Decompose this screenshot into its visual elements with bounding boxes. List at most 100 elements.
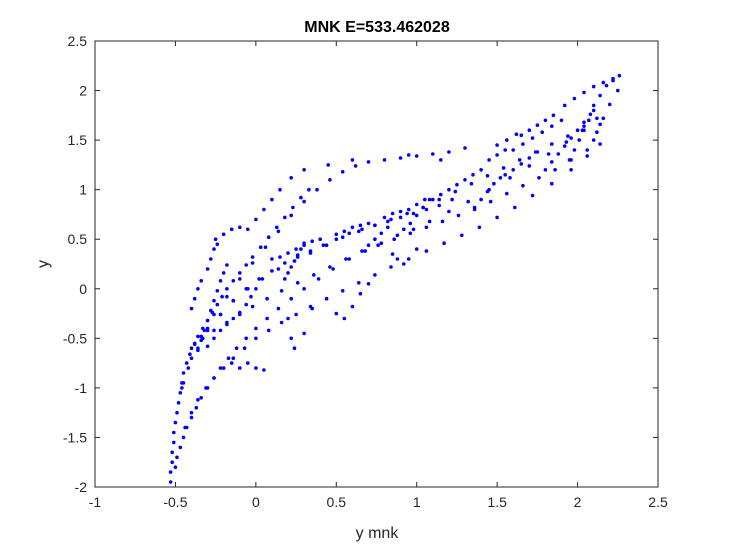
data-point [527, 164, 532, 168]
data-point [215, 289, 220, 293]
data-point [447, 150, 451, 154]
data-point [234, 346, 239, 351]
y-tick-label: -0.5 [63, 330, 87, 346]
y-axis-label: y [35, 260, 52, 268]
data-point [469, 181, 474, 186]
data-point [205, 344, 210, 349]
data-point [379, 231, 384, 236]
data-point [186, 366, 191, 370]
data-point [582, 128, 586, 132]
data-point [477, 225, 482, 230]
data-point [395, 233, 400, 238]
data-point [439, 192, 443, 197]
data-point [505, 191, 509, 196]
data-point [344, 257, 348, 261]
data-point [498, 176, 503, 180]
data-point [225, 287, 229, 291]
data-point [424, 249, 429, 253]
data-point [572, 96, 577, 101]
data-point [405, 211, 409, 216]
data-point [517, 158, 522, 162]
data-point [582, 90, 586, 95]
data-point [181, 435, 186, 440]
data-point [312, 273, 316, 277]
data-point [527, 128, 532, 132]
data-point [519, 162, 524, 166]
data-point [505, 138, 509, 142]
data-point [485, 174, 490, 178]
data-point [215, 302, 220, 307]
data-point [431, 197, 435, 202]
y-tick-label: -1.5 [63, 429, 87, 445]
data-point [495, 143, 499, 147]
data-point [437, 203, 442, 208]
data-point [212, 336, 216, 341]
data-point [566, 134, 570, 138]
data-point [421, 205, 425, 210]
data-point [286, 271, 290, 275]
data-point [424, 225, 429, 230]
data-point [572, 148, 577, 152]
data-point [392, 237, 397, 241]
data-point [172, 440, 176, 445]
data-point [176, 401, 181, 405]
data-point [553, 168, 557, 172]
data-point [585, 154, 589, 158]
data-point [302, 287, 306, 291]
data-point [357, 281, 361, 285]
data-point [373, 273, 377, 277]
data-point [254, 336, 258, 341]
data-point [591, 108, 596, 113]
data-point [463, 146, 467, 150]
data-point [278, 255, 282, 259]
data-point [265, 316, 269, 321]
data-point [196, 398, 200, 402]
data-point [569, 168, 573, 172]
data-point [340, 289, 345, 293]
x-tick-label: -0.5 [163, 494, 187, 510]
data-point [299, 247, 303, 251]
data-point [595, 116, 599, 121]
data-point [266, 235, 271, 239]
data-point [530, 136, 535, 140]
data-point [199, 334, 203, 339]
data-point [564, 140, 569, 144]
data-point [289, 296, 294, 301]
data-point [215, 242, 220, 246]
data-point [289, 265, 294, 269]
data-point [390, 252, 395, 256]
data-point [226, 356, 231, 361]
data-point [289, 213, 294, 218]
data-point [292, 259, 297, 263]
data-point [511, 148, 515, 152]
data-point [479, 168, 483, 172]
data-point [244, 263, 248, 267]
data-point [342, 316, 347, 321]
data-point [257, 277, 261, 281]
data-point [366, 282, 371, 286]
data-point [286, 251, 290, 255]
data-point [205, 267, 210, 271]
data-point [406, 153, 411, 157]
data-point [455, 182, 459, 187]
data-point [258, 245, 263, 249]
data-point [376, 243, 380, 247]
data-point [406, 207, 411, 212]
data-point [414, 202, 419, 207]
data-point [250, 255, 255, 259]
data-point [238, 366, 242, 370]
data-point [212, 298, 216, 303]
data-point [225, 294, 229, 299]
data-point [340, 235, 345, 239]
data-point [307, 187, 311, 192]
y-tick-label: 1 [79, 182, 87, 198]
data-point [395, 257, 400, 261]
data-point [530, 193, 535, 198]
data-point [324, 296, 329, 301]
data-point [213, 237, 218, 241]
data-point [295, 253, 300, 257]
data-point [562, 103, 567, 108]
data-point [398, 215, 403, 220]
data-point [225, 263, 229, 267]
data-point [218, 366, 223, 370]
